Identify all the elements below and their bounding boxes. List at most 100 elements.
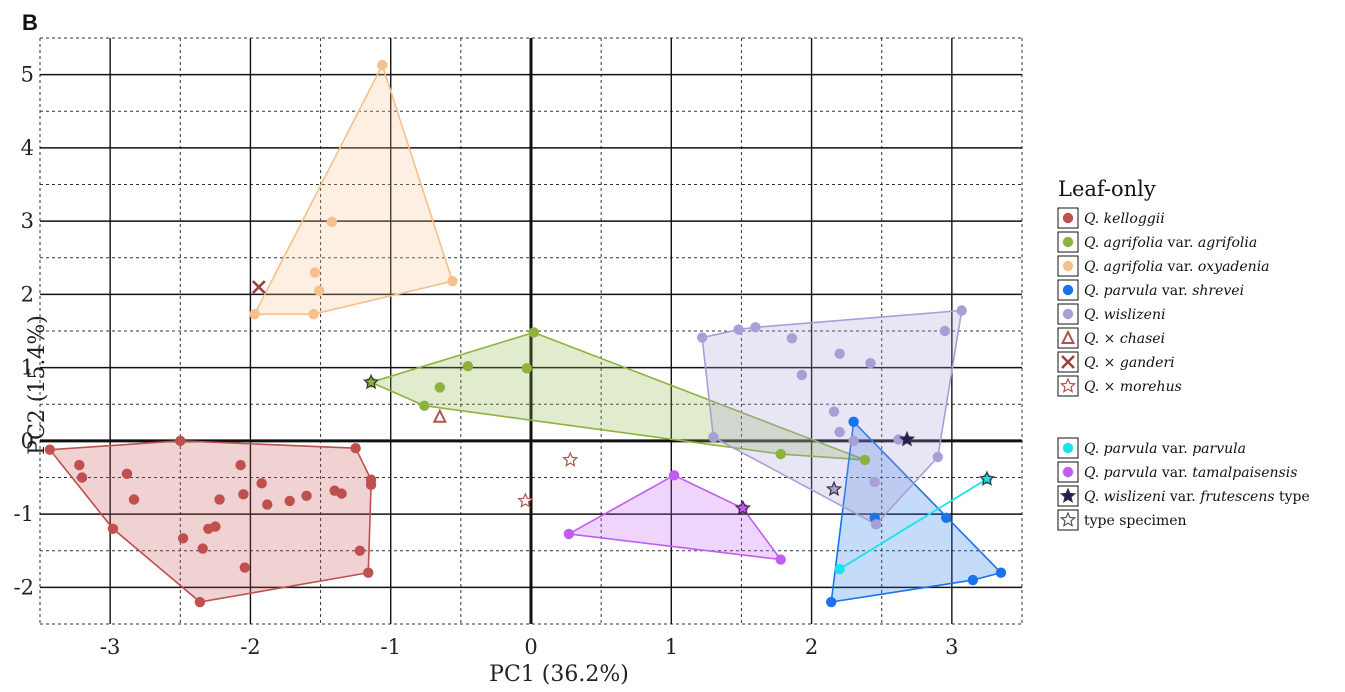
data-point — [668, 470, 680, 481]
data-point — [956, 305, 967, 316]
data-point — [44, 444, 56, 455]
data-point — [128, 494, 140, 505]
legend-marker — [1062, 466, 1074, 478]
x-tick-label: -2 — [240, 635, 260, 659]
data-point — [377, 59, 388, 71]
legend-marker — [1062, 236, 1074, 248]
data-point — [419, 400, 430, 411]
legend: Leaf-only Q. kelloggii Q. agrifolia var. … — [1057, 177, 1310, 531]
legend-label: Q. parvula var. tamalpaisensis — [1084, 465, 1297, 481]
legend-marker — [1059, 487, 1077, 503]
legend-item-wislizeni: Q. wislizeni — [1057, 303, 1165, 325]
x-tick-label: -1 — [380, 635, 400, 659]
legend-label: Q. × ganderi — [1084, 355, 1175, 371]
legend-marker — [1062, 284, 1074, 296]
data-point — [995, 567, 1007, 578]
data-point — [932, 451, 944, 463]
data-point-star-filled — [825, 480, 843, 497]
data-point-triangle — [432, 408, 447, 423]
legend-label: Q. kelloggii — [1084, 211, 1165, 227]
data-point — [235, 459, 246, 471]
x-tick-label: 1 — [665, 635, 678, 659]
data-point — [967, 574, 979, 586]
legend-item-agrifolia: Q. agrifolia var. agrifolia — [1057, 231, 1257, 253]
y-axis-title: PC2 (15.4%) — [25, 315, 50, 455]
data-point — [363, 567, 374, 578]
legend-item-chasei: Q. × chasei — [1057, 327, 1165, 349]
legend-marker — [1062, 442, 1074, 454]
tick-labels: -3 -2 -1 0 1 2 3 -2 -1 0 1 2 3 4 5 — [14, 63, 959, 659]
data-point — [563, 528, 575, 540]
data-point — [834, 426, 845, 438]
panel-label: B — [22, 10, 38, 35]
legend-label-part: Q. × — [1084, 379, 1120, 395]
legend-label-part: Q. parvula — [1084, 283, 1157, 299]
hull-polygons — [48, 63, 1003, 603]
data-point — [354, 545, 366, 556]
data-point — [313, 285, 325, 296]
data-point — [284, 495, 295, 507]
legend-label-part: Q. agrifolia — [1084, 259, 1163, 275]
legend-label-part: agrifolia — [1198, 235, 1257, 251]
data-point — [214, 494, 225, 505]
y-tick-label: 5 — [21, 63, 34, 87]
legend-label-part: var. — [1163, 259, 1198, 275]
legend-label-part: ganderi — [1120, 355, 1175, 371]
data-point — [869, 476, 880, 488]
data-point-star-filled — [362, 373, 380, 390]
data-point-star-outline — [562, 451, 579, 467]
legend-label: Q. wislizeni — [1084, 307, 1165, 323]
data-point — [365, 479, 377, 491]
data-point — [326, 216, 337, 228]
legend-label-part: var. — [1157, 465, 1192, 481]
data-point-cross — [251, 280, 266, 294]
legend-label-part: type — [1275, 489, 1310, 505]
legend-item-ganderi: Q. × ganderi — [1057, 351, 1175, 373]
legend-marker — [1059, 511, 1077, 527]
data-points — [44, 59, 1007, 608]
legend-marker — [1062, 308, 1074, 320]
legend-label-part: Q. kelloggii — [1084, 211, 1165, 227]
data-point — [750, 322, 761, 333]
legend-label-part: frutescens — [1199, 489, 1274, 505]
data-point — [528, 327, 540, 338]
legend-title: Leaf-only — [1058, 177, 1156, 201]
data-point — [733, 324, 744, 335]
legend-label-part: Q. × — [1084, 355, 1120, 371]
legend-marker — [1062, 212, 1074, 224]
data-point — [796, 369, 807, 381]
legend-item-parvula: Q. parvula var. parvula — [1057, 437, 1246, 459]
legend-label: type specimen — [1084, 513, 1187, 529]
legend-label-part: Q. wislizeni — [1084, 307, 1165, 323]
legend-label-part: Q. × — [1084, 331, 1120, 347]
data-point — [828, 406, 840, 417]
data-point — [76, 472, 88, 483]
y-tick-label: 0 — [21, 429, 34, 453]
data-point — [865, 358, 876, 369]
data-point — [107, 523, 119, 534]
legend-label-part: Q. parvula — [1084, 465, 1157, 481]
data-point — [834, 563, 845, 575]
legend-label-part: parvula — [1192, 441, 1246, 457]
hull-polygon — [368, 331, 866, 461]
hull-polygon — [253, 63, 454, 315]
legend-item-shrevei: Q. parvula var. shrevei — [1057, 279, 1244, 301]
legend-item-morehus: Q. × morehus — [1057, 375, 1182, 397]
x-tick-label: 0 — [524, 635, 537, 659]
y-tick-label: 2 — [21, 282, 34, 306]
data-point — [350, 443, 361, 454]
y-tick-label: 1 — [21, 356, 34, 380]
y-tick-label: -1 — [14, 502, 34, 526]
x-tick-label: 3 — [945, 635, 958, 659]
hull-polygon — [566, 474, 783, 561]
data-point — [194, 596, 206, 608]
legend-label-part: var. — [1157, 283, 1192, 299]
data-point — [848, 416, 859, 428]
legend-label-part: type specimen — [1084, 513, 1187, 529]
data-point — [848, 435, 859, 447]
data-point-star-filled — [978, 470, 996, 486]
legend-label-part: Q. wislizeni — [1084, 489, 1165, 505]
data-point — [197, 543, 208, 554]
legend-item-oxyadenia: Q. agrifolia var. oxyadenia — [1057, 255, 1270, 277]
